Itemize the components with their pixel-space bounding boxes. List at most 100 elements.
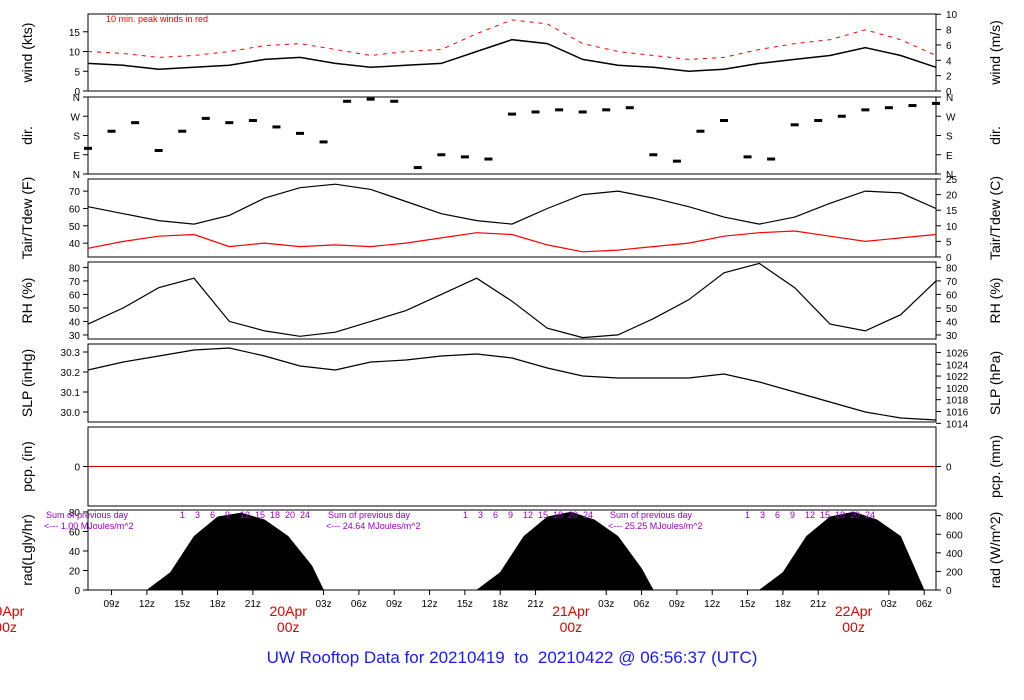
ytick-label-right-wind: 0 (946, 87, 952, 98)
ytick-label-left-dir: E (73, 151, 80, 162)
rad-hour-mark: 3 (195, 510, 200, 520)
xtick-label: 15z (174, 599, 190, 610)
xtick-label: 12z (704, 599, 720, 610)
series-temp-0 (87, 183, 937, 225)
rad-hour-mark: 6 (775, 510, 780, 520)
ytick-label-left-temp: 40 (69, 239, 81, 250)
rad-hour-mark: 1 (463, 510, 468, 520)
rad-hour-mark: 18 (270, 510, 280, 520)
panel-frame-dir (87, 96, 937, 175)
day-hour-label: 00z (842, 619, 865, 635)
ytick-label-right-rh: 50 (946, 304, 958, 315)
dir-point (861, 108, 870, 112)
footer-start-date: 20210419 (429, 648, 505, 667)
rad-total-value: <--- 25.25 MJoules/m^2 (608, 521, 703, 531)
rad-hour-mark: 1 (180, 510, 185, 520)
rad-hour-mark: 3 (760, 510, 765, 520)
dir-point (484, 157, 493, 161)
ytick-label-right-pcp: 0 (946, 463, 952, 474)
ytick-label-left-slp: 30.1 (61, 388, 81, 399)
dir-point (178, 129, 187, 133)
ytick-label-right-rh: 30 (946, 331, 958, 342)
ytick-label-left-dir: W (71, 112, 81, 123)
dir-point (555, 108, 564, 112)
ylabel-right-wind: wind (m/s) (987, 20, 1003, 86)
ytick-label-left-rh: 50 (69, 304, 81, 315)
ytick-label-left-rh: 60 (69, 290, 81, 301)
dir-point (508, 112, 516, 116)
dir-point (460, 155, 469, 159)
rad-hour-mark: 9 (790, 510, 795, 520)
ytick-label-right-rad: 400 (946, 549, 963, 560)
ylabel-left-slp: SLP (inHg) (19, 349, 35, 417)
rad-hour-mark: 20 (285, 510, 295, 520)
xtick-label: 21z (245, 599, 261, 610)
ytick-label-left-rh: 30 (69, 331, 81, 342)
xtick-label: 06z (351, 599, 367, 610)
xtick-label: 15z (457, 599, 473, 610)
rad-hour-mark: 9 (225, 510, 230, 520)
footer-title: UW Rooftop Data for 20210419 to 20210422… (0, 648, 1024, 668)
ytick-label-right-rh: 80 (946, 263, 958, 274)
ytick-label-right-slp: 1020 (946, 384, 969, 395)
series-slp-0 (87, 347, 937, 421)
xtick-label: 21z (527, 599, 543, 610)
ytick-label-left-wind: 10 (69, 48, 81, 59)
ytick-label-right-temp: 0 (946, 253, 952, 264)
rad-total-value: <--- 24.64 MJoules/m^2 (326, 521, 421, 531)
panel-frame-temp (87, 178, 937, 258)
dir-point (201, 116, 210, 120)
ytick-label-right-rad: 0 (946, 586, 952, 597)
dir-point (884, 106, 893, 110)
ytick-label-left-slp: 30.0 (61, 408, 81, 419)
series-wind-peak (87, 19, 937, 60)
dir-point (225, 121, 234, 125)
ytick-label-right-wind: 10 (946, 10, 958, 21)
ytick-label-left-temp: 60 (69, 204, 81, 215)
dir-point (531, 110, 540, 114)
ytick-label-left-rad: 20 (69, 566, 81, 577)
rad-hour-mark: 18 (553, 510, 563, 520)
ytick-label-left-rh: 40 (69, 317, 81, 328)
rad-hour-mark: 6 (493, 510, 498, 520)
ylabel-right-slp: SLP (hPa) (987, 351, 1003, 415)
dir-point (696, 129, 705, 133)
xtick-label: 06z (633, 599, 649, 610)
xtick-label: 03z (881, 599, 897, 610)
dir-point (319, 140, 328, 144)
rad-hour-mark: 18 (835, 510, 845, 520)
rad-hour-mark: 6 (210, 510, 215, 520)
dir-point (720, 119, 728, 123)
dir-point (837, 114, 846, 118)
series-temp-1 (87, 230, 937, 253)
rad-hour-mark: 12 (805, 510, 815, 520)
ylabel-left-wind: wind (kts) (19, 23, 35, 84)
ytick-label-right-slp: 1026 (946, 348, 969, 359)
ytick-label-right-temp: 10 (946, 222, 958, 233)
ytick-label-left-dir: N (73, 170, 80, 181)
ytick-label-right-dir: N (946, 170, 953, 181)
ytick-label-left-wind: 0 (74, 87, 80, 98)
ylabel-right-rh: RH (%) (987, 278, 1003, 324)
ytick-label-right-dir: S (946, 132, 953, 143)
dir-point (767, 157, 776, 161)
day-hour-label: 00z (560, 619, 583, 635)
ytick-label-right-slp: 1014 (946, 419, 969, 430)
dir-point (296, 131, 304, 135)
day-label: 20Apr (270, 603, 308, 619)
series-rh-0 (87, 262, 937, 339)
ylabel-left-temp: Tair/Tdew (F) (19, 177, 35, 259)
dir-point (131, 121, 140, 125)
rad-hour-mark: 1 (745, 510, 750, 520)
ytick-label-right-wind: 8 (946, 26, 952, 37)
rad-hour-mark: 15 (820, 510, 830, 520)
ytick-label-left-temp: 70 (69, 187, 81, 198)
rad-total-label: Sum of previous day (46, 510, 129, 520)
ytick-label-left-rh: 70 (69, 277, 81, 288)
ytick-label-right-dir: N (946, 93, 953, 104)
ytick-label-left-rh: 80 (69, 263, 81, 274)
panel-frame-rh (87, 261, 937, 340)
rad-total-label: Sum of previous day (610, 510, 693, 520)
ytick-label-left-temp: 50 (69, 222, 81, 233)
